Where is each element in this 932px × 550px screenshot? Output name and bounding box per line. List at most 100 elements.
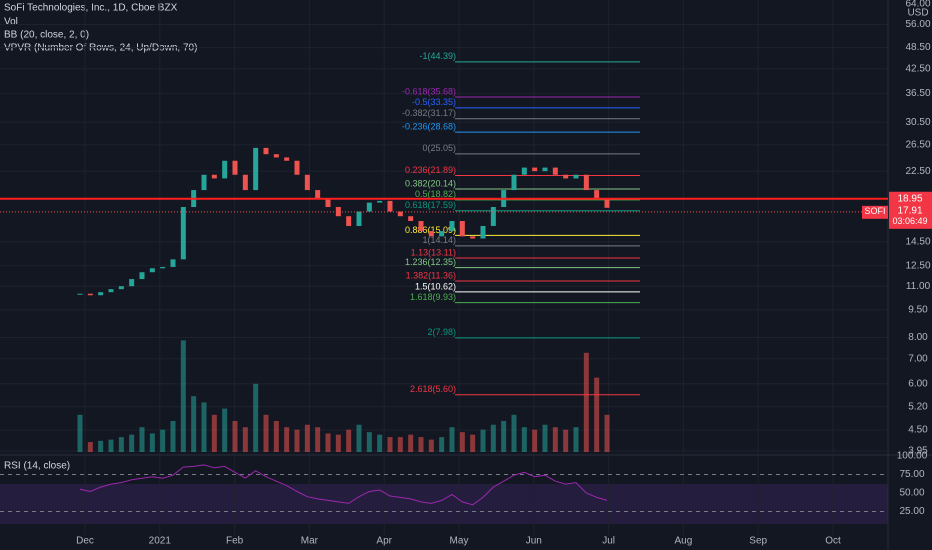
axis-unit: USD [907, 8, 928, 19]
volume-bar [583, 352, 589, 452]
volume-bar [521, 427, 527, 452]
y-tick-label: 12.50 [905, 260, 930, 271]
x-tick-label: Feb [226, 536, 244, 547]
candle [521, 167, 527, 175]
fib-label: 1.13(13.11) [411, 247, 456, 257]
volume-bar [397, 437, 403, 452]
candle [273, 154, 279, 158]
volume-bar [242, 427, 248, 452]
volume-bar [356, 424, 362, 452]
candle [552, 167, 558, 175]
candle [377, 200, 383, 203]
fib-label: 0.236(21.89) [405, 165, 456, 175]
volume-bar [418, 437, 424, 452]
fib-label: 0(25.05) [422, 143, 456, 153]
candle [108, 289, 114, 293]
candle [242, 174, 248, 191]
y-tick-label: 3.95 [908, 446, 928, 457]
x-tick-label: Sep [749, 536, 767, 547]
fib-label: -0.236(28.68) [402, 121, 456, 131]
volume-bar [335, 434, 341, 452]
y-tick-label: 9.50 [908, 304, 928, 315]
header-bb: BB (20, close, 2, 0) [4, 30, 89, 41]
candle [563, 174, 569, 179]
candle [253, 147, 259, 191]
volume-bar [532, 429, 538, 452]
candle [98, 292, 104, 296]
volume-bar [294, 429, 300, 452]
volume-bar [408, 434, 414, 452]
fib-label: 1.618(9.93) [410, 292, 456, 302]
level-tag-label: 18.95 [897, 193, 922, 204]
candle [232, 160, 238, 175]
volume-bar [552, 427, 558, 452]
candle [511, 174, 517, 191]
candle [583, 174, 589, 191]
rsi-tick-label: 50.00 [899, 488, 924, 499]
volume-bar [170, 421, 176, 452]
volume-bar [139, 427, 145, 452]
rsi-tick-label: 25.00 [899, 506, 924, 517]
volume-bar [377, 434, 383, 452]
volume-bar [346, 429, 352, 452]
volume-bar [604, 414, 610, 452]
last-tag-label: 17.91 [897, 205, 922, 216]
fib-label: 1(14.14) [422, 235, 456, 245]
volume-bar [449, 427, 455, 452]
x-tick-label: 2021 [149, 536, 172, 547]
volume-bar [325, 433, 331, 452]
candle [87, 293, 93, 296]
y-tick-label: 11.00 [906, 281, 931, 292]
candle [356, 211, 362, 226]
x-tick-label: May [450, 536, 469, 547]
y-tick-label: 6.00 [908, 378, 928, 389]
last-tag [889, 204, 932, 229]
fib-label: 1.382(11.36) [406, 270, 456, 280]
y-tick-label: 56.00 [905, 19, 930, 30]
header-vol: Vol [4, 17, 18, 28]
fib-label: 0.886(15.09) [405, 225, 456, 235]
volume-bar [459, 432, 465, 452]
volume-bar [563, 429, 569, 452]
fib-label: 0.618(17.59) [405, 200, 456, 210]
candle [139, 272, 145, 280]
candle [149, 268, 155, 273]
volume-bar [594, 377, 600, 452]
candle [346, 216, 352, 226]
volume-bar [304, 424, 310, 452]
candle [315, 190, 321, 199]
volume-bar [542, 424, 548, 452]
fib-label: -0.5(33.35) [412, 97, 456, 107]
y-tick-label: 4.50 [908, 425, 928, 436]
candle [160, 266, 166, 269]
x-tick-label: Apr [376, 536, 392, 547]
fib-label: 1.5(10.62) [415, 281, 456, 291]
y-tick-label: 42.50 [905, 63, 930, 74]
candle [222, 160, 228, 179]
volume-bar [211, 414, 217, 452]
candle [459, 221, 465, 237]
volume-bar [160, 429, 166, 452]
candle [439, 231, 445, 237]
x-tick-label: Oct [825, 536, 841, 547]
volume-bar [201, 402, 207, 452]
volume-bar [263, 414, 269, 452]
y-tick-label: 8.00 [908, 332, 928, 343]
candle [470, 236, 476, 239]
candle [490, 207, 496, 226]
candle [428, 231, 434, 237]
fib-label: 2.618(5.60) [410, 384, 456, 394]
candle [397, 211, 403, 217]
candle [408, 216, 414, 222]
header-title: SoFi Technologies, Inc., 1D, Cboe BZX [4, 3, 178, 14]
candle [604, 198, 610, 208]
y-tick-label: 5.20 [908, 401, 928, 412]
fib-label: 2(7.98) [427, 327, 456, 337]
candle [418, 221, 424, 232]
volume-bar [315, 427, 321, 452]
volume-bar [480, 429, 486, 452]
symbol-tag [862, 205, 888, 219]
rsi-line [79, 464, 608, 506]
candle [263, 147, 269, 155]
